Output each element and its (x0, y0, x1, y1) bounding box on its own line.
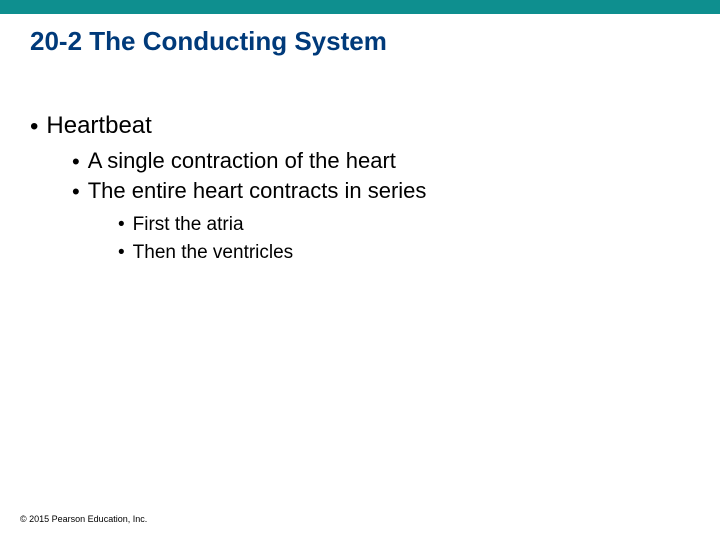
bullet-text: First the atria (133, 214, 244, 235)
bullet-dot: • (118, 242, 125, 264)
bullet-level3: • Then the ventricles (118, 242, 293, 264)
slide: 20-2 The Conducting System • Heartbeat • A… (0, 0, 720, 540)
top-accent-bar (0, 0, 720, 14)
bullet-text: A single contraction of the heart (88, 148, 396, 173)
bullet-dot: • (118, 214, 125, 236)
bullet-text: The entire heart contracts in series (88, 178, 427, 203)
bullet-level1: • Heartbeat (30, 112, 152, 141)
bullet-dot: • (72, 179, 80, 205)
bullet-text: Then the ventricles (133, 242, 294, 263)
copyright-text: © 2015 Pearson Education, Inc. (20, 514, 147, 524)
bullet-level2: • A single contraction of the heart (72, 148, 396, 175)
bullet-text: Heartbeat (46, 112, 151, 139)
bullet-dot: • (72, 149, 80, 175)
slide-title: 20-2 The Conducting System (30, 26, 387, 57)
bullet-dot: • (30, 113, 38, 141)
bullet-level3: • First the atria (118, 214, 244, 236)
bullet-level2: • The entire heart contracts in series (72, 178, 426, 205)
